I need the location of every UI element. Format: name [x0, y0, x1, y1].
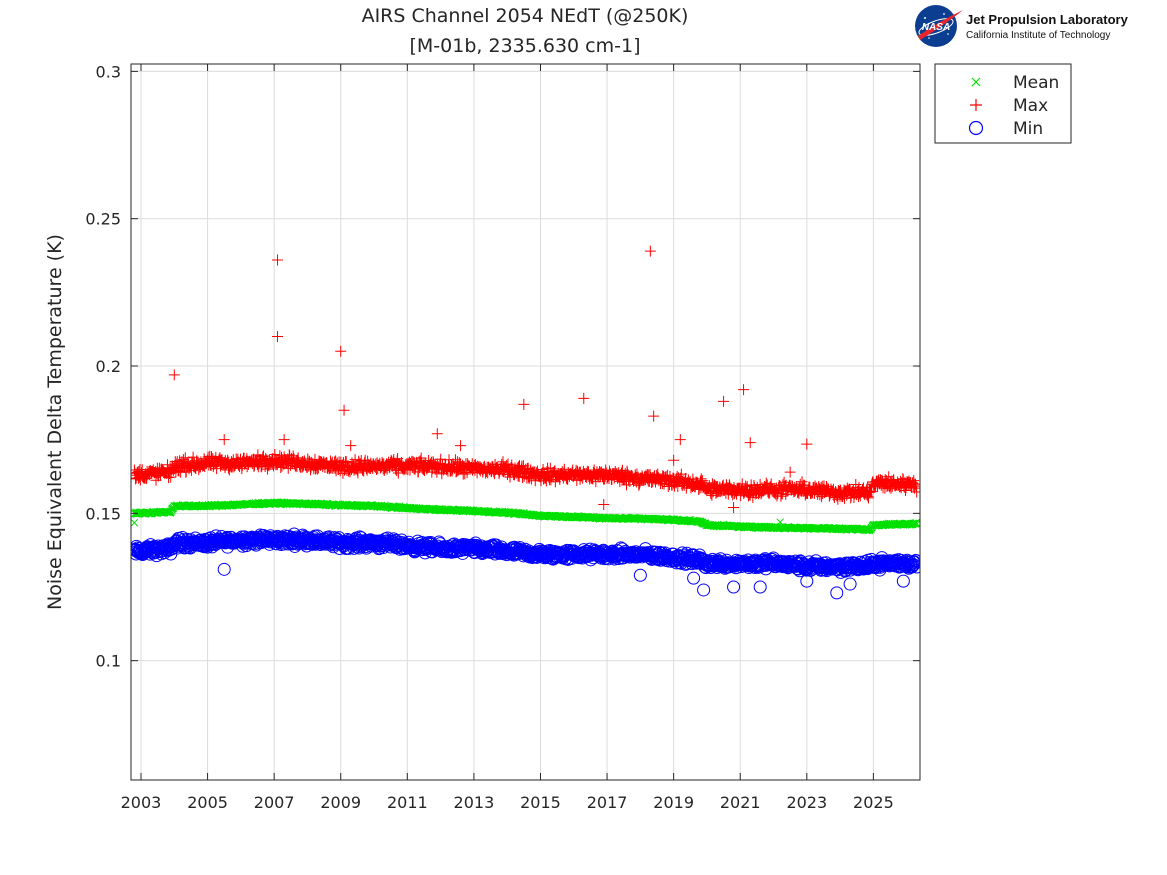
legend: Mean Max Min — [934, 63, 1072, 144]
x-tick-label: 2015 — [520, 793, 561, 812]
outlier-min — [753, 580, 767, 594]
outlier-min — [633, 568, 647, 582]
outlier-min — [843, 577, 857, 591]
x-tick-label: 2003 — [121, 793, 162, 812]
x-tick-label: 2023 — [786, 793, 827, 812]
outlier-min — [727, 580, 741, 594]
outlier-min — [896, 574, 910, 588]
grid-lines — [131, 64, 920, 780]
x-tick-label: 2017 — [587, 793, 628, 812]
x-tick-label: 2025 — [853, 793, 894, 812]
x-tick-label: 2005 — [187, 793, 228, 812]
x-tick-label: 2009 — [320, 793, 361, 812]
y-tick-label: 0.15 — [85, 504, 121, 523]
nasa-meatball-icon: NASA — [915, 5, 963, 47]
point-min — [909, 554, 920, 568]
outlier-min — [687, 571, 701, 585]
point-max — [520, 463, 532, 475]
logo-title: Jet Propulsion Laboratory — [966, 12, 1129, 27]
outlier-min — [217, 562, 231, 576]
legend-label-max: Max — [1013, 96, 1048, 116]
point-max — [252, 449, 264, 461]
y-tick-label: 0.1 — [96, 652, 121, 671]
x-tick-label: 2021 — [720, 793, 761, 812]
plot-area: 2003 2005 2007 2009 2011 2013 2015 2017 2019 2021… — [85, 62, 921, 812]
x-tick-label: 2013 — [454, 793, 495, 812]
point-min — [910, 560, 920, 574]
point-min — [908, 555, 920, 569]
data-marks — [131, 245, 920, 600]
point-max — [378, 465, 390, 477]
y-axis-label: Noise Equivalent Delta Temperature (K) — [44, 234, 66, 610]
point-max — [415, 452, 427, 464]
chart-subtitle: [M-01b, 2335.630 cm-1] — [410, 35, 641, 57]
y-tick-label: 0.25 — [85, 210, 121, 229]
logo-subtitle: California Institute of Technology — [966, 30, 1110, 41]
outlier-min — [830, 586, 844, 600]
y-tick-label: 0.2 — [96, 357, 121, 376]
axes-background — [131, 64, 920, 780]
x-tick-label: 2011 — [387, 793, 428, 812]
point-max — [538, 473, 550, 485]
outlier-min — [697, 583, 711, 597]
jpl-logo: NASA Jet Propulsion Laboratory Californi… — [915, 5, 1129, 47]
point-min — [171, 539, 185, 553]
nasa-emblem-text: NASA — [922, 22, 950, 33]
point-max — [150, 474, 162, 486]
y-tick-label: 0.3 — [96, 62, 121, 81]
outlier-min — [800, 574, 814, 588]
legend-label-min: Min — [1013, 119, 1043, 139]
chart-title: AIRS Channel 2054 NEdT (@250K) — [362, 5, 689, 27]
legend-label-mean: Mean — [1013, 73, 1059, 93]
x-tick-label: 2019 — [653, 793, 694, 812]
point-max — [318, 456, 330, 468]
x-tick-label: 2007 — [254, 793, 295, 812]
point-max — [179, 452, 191, 464]
